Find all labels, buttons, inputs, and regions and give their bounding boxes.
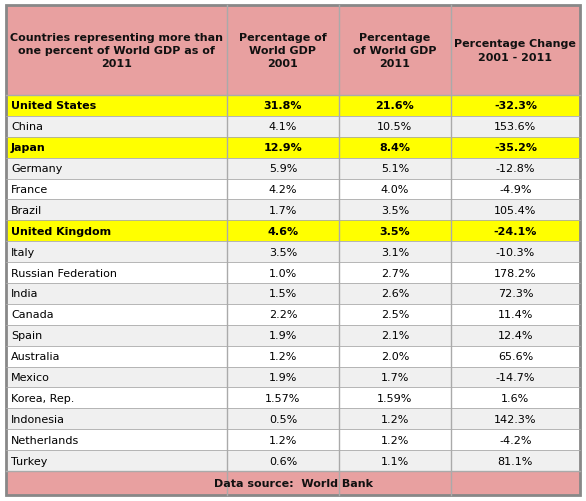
- Text: -4.9%: -4.9%: [499, 185, 532, 194]
- Text: 12.4%: 12.4%: [498, 331, 533, 341]
- Text: 3.5%: 3.5%: [380, 226, 410, 236]
- Text: Countries representing more than
one percent of World GDP as of
2011: Countries representing more than one per…: [10, 33, 223, 69]
- Text: 105.4%: 105.4%: [494, 205, 537, 215]
- Text: 5.1%: 5.1%: [381, 164, 409, 174]
- Text: 2.1%: 2.1%: [381, 331, 409, 341]
- Text: Spain: Spain: [11, 331, 42, 341]
- Bar: [6, 325, 580, 346]
- Text: Italy: Italy: [11, 247, 35, 257]
- Bar: [6, 200, 580, 221]
- Bar: [6, 471, 580, 495]
- Text: -12.8%: -12.8%: [496, 164, 535, 174]
- Bar: [6, 450, 580, 471]
- Text: 72.3%: 72.3%: [498, 289, 533, 299]
- Text: 1.2%: 1.2%: [269, 351, 297, 361]
- Text: 2.5%: 2.5%: [381, 310, 409, 320]
- Bar: [6, 117, 580, 137]
- Text: 11.4%: 11.4%: [498, 310, 533, 320]
- Text: 12.9%: 12.9%: [264, 143, 302, 153]
- Bar: [6, 221, 580, 242]
- Text: Russian Federation: Russian Federation: [11, 268, 117, 278]
- Text: 2.0%: 2.0%: [381, 351, 409, 361]
- Text: Indonesia: Indonesia: [11, 414, 65, 424]
- Text: China: China: [11, 122, 43, 132]
- Text: Data source:  World Bank: Data source: World Bank: [213, 478, 373, 488]
- Text: 4.2%: 4.2%: [269, 185, 297, 194]
- Text: Percentage of
World GDP
2001: Percentage of World GDP 2001: [239, 33, 327, 69]
- Text: 10.5%: 10.5%: [377, 122, 413, 132]
- Text: 1.59%: 1.59%: [377, 393, 413, 403]
- Text: Germany: Germany: [11, 164, 62, 174]
- Text: Netherlands: Netherlands: [11, 435, 79, 445]
- Text: 1.2%: 1.2%: [381, 435, 409, 445]
- Text: -4.2%: -4.2%: [499, 435, 532, 445]
- Text: 4.6%: 4.6%: [267, 226, 298, 236]
- Text: France: France: [11, 185, 48, 194]
- Text: 31.8%: 31.8%: [264, 101, 302, 111]
- Bar: [6, 367, 580, 388]
- Text: 81.1%: 81.1%: [498, 455, 533, 465]
- Text: 3.5%: 3.5%: [269, 247, 297, 257]
- Text: 8.4%: 8.4%: [379, 143, 410, 153]
- Text: 1.57%: 1.57%: [265, 393, 301, 403]
- Bar: [6, 6, 580, 96]
- Text: Percentage Change
2001 - 2011: Percentage Change 2001 - 2011: [455, 39, 577, 63]
- Text: 3.1%: 3.1%: [381, 247, 409, 257]
- Text: Japan: Japan: [11, 143, 46, 153]
- Text: -24.1%: -24.1%: [494, 226, 537, 236]
- Text: 1.2%: 1.2%: [269, 435, 297, 445]
- Text: 65.6%: 65.6%: [498, 351, 533, 361]
- Text: 4.1%: 4.1%: [269, 122, 297, 132]
- Text: 1.9%: 1.9%: [269, 331, 297, 341]
- Text: 0.5%: 0.5%: [269, 414, 297, 424]
- Text: Turkey: Turkey: [11, 455, 47, 465]
- Text: 0.6%: 0.6%: [269, 455, 297, 465]
- Text: 5.9%: 5.9%: [269, 164, 297, 174]
- Bar: [6, 346, 580, 367]
- Bar: [6, 179, 580, 200]
- Text: 1.2%: 1.2%: [381, 414, 409, 424]
- Text: 3.5%: 3.5%: [381, 205, 409, 215]
- Text: 1.7%: 1.7%: [381, 372, 409, 382]
- Text: Mexico: Mexico: [11, 372, 50, 382]
- Text: Percentage
of World GDP
2011: Percentage of World GDP 2011: [353, 33, 437, 69]
- Text: Australia: Australia: [11, 351, 60, 361]
- Text: 2.6%: 2.6%: [381, 289, 409, 299]
- Bar: [6, 284, 580, 304]
- Bar: [6, 408, 580, 429]
- Text: -35.2%: -35.2%: [494, 143, 537, 153]
- Bar: [6, 96, 580, 117]
- Bar: [6, 263, 580, 284]
- Text: -10.3%: -10.3%: [496, 247, 535, 257]
- Text: 1.0%: 1.0%: [269, 268, 297, 278]
- Text: Korea, Rep.: Korea, Rep.: [11, 393, 74, 403]
- Text: 178.2%: 178.2%: [494, 268, 537, 278]
- Text: 1.7%: 1.7%: [269, 205, 297, 215]
- Text: 2.2%: 2.2%: [269, 310, 297, 320]
- Text: 4.0%: 4.0%: [381, 185, 409, 194]
- Text: 1.5%: 1.5%: [269, 289, 297, 299]
- Text: 2.7%: 2.7%: [381, 268, 409, 278]
- Text: 1.1%: 1.1%: [381, 455, 409, 465]
- Text: -32.3%: -32.3%: [494, 101, 537, 111]
- Bar: [6, 158, 580, 179]
- Text: 1.6%: 1.6%: [501, 393, 530, 403]
- Bar: [6, 304, 580, 325]
- Text: -14.7%: -14.7%: [496, 372, 535, 382]
- Bar: [6, 429, 580, 450]
- Bar: [6, 137, 580, 158]
- Bar: [6, 242, 580, 263]
- Text: United States: United States: [11, 101, 96, 111]
- Text: Brazil: Brazil: [11, 205, 42, 215]
- Text: 153.6%: 153.6%: [495, 122, 537, 132]
- Text: 1.9%: 1.9%: [269, 372, 297, 382]
- Text: India: India: [11, 289, 39, 299]
- Text: Canada: Canada: [11, 310, 54, 320]
- Text: United Kingdom: United Kingdom: [11, 226, 111, 236]
- Bar: [6, 388, 580, 408]
- Text: 21.6%: 21.6%: [376, 101, 414, 111]
- Text: 142.3%: 142.3%: [494, 414, 537, 424]
